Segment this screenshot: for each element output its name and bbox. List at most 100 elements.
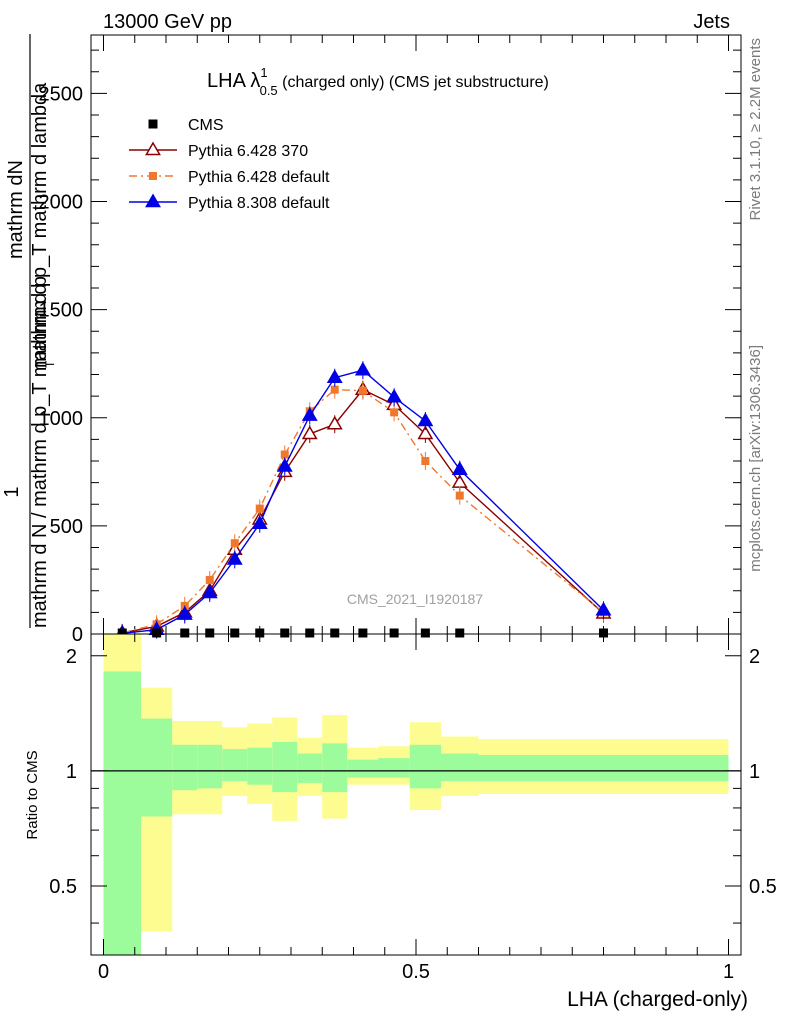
ylabel-numerator: 1 <box>1 486 23 497</box>
ratio-band-inner <box>409 744 441 789</box>
series-point-py6_370 <box>417 425 434 440</box>
ratio-x-tick-labels: 0 0.5 1 <box>98 961 734 983</box>
series-point-py8_default <box>276 457 293 472</box>
ylabel-top-a: mathrm dN <box>5 160 27 259</box>
ratio-band-inner <box>222 749 248 782</box>
series-point-py8_default <box>417 412 434 427</box>
legend: CMS Pythia 6.428 370 Pythia 6.428 default P… <box>129 117 330 212</box>
series-point-py8_default <box>176 606 193 620</box>
series-point-py8_default <box>326 369 343 384</box>
series-point-py8_default <box>451 461 468 475</box>
main-series <box>114 361 612 643</box>
ratio-y-tick-label-right: 1 <box>749 761 760 783</box>
series-point-py6_default <box>421 457 430 466</box>
legend-label-py6_default: Pythia 6.428 default <box>188 169 330 186</box>
cms-point <box>230 628 240 638</box>
cms-point <box>358 628 368 638</box>
ratio-band-inner <box>172 744 198 791</box>
cms-point <box>117 628 127 638</box>
analysis-watermark: CMS_2021_I1920187 <box>347 591 483 607</box>
ylabel-bottom-b: T <box>43 360 57 368</box>
main-y-tick-labels: 0 500 1000 1500 2000 2500 <box>39 83 84 646</box>
main-axis-ticks <box>91 35 741 635</box>
ratio-uncertainty-bands <box>103 634 729 955</box>
main-panel: 0 500 1000 1500 2000 2500 CMS_2021_I1920187 L… <box>1 34 742 646</box>
ratio-y-tick-label-right: 0.5 <box>749 876 777 898</box>
series-line-py6_370 <box>122 388 604 634</box>
ratio-y-tick-label: 2 <box>66 646 77 668</box>
main-y-tick-label: 500 <box>50 516 83 538</box>
legend-marker-py6_370 <box>145 141 161 156</box>
cms-point <box>305 628 315 638</box>
main-y-axis-label: 1 mathrm dN mathrm d p_T mathrm d lambda… <box>1 34 57 628</box>
main-panel-background <box>91 35 741 634</box>
cms-point <box>420 628 430 638</box>
mcplots-label: mcplots.cern.ch [arXiv:1306.3436] <box>747 345 764 572</box>
ylabel-bottom-a: mathrm d N / mathrm d p_T mathrm d p <box>29 276 51 628</box>
ratio-y-tick-label: 0.5 <box>49 876 77 898</box>
ratio-band-inner <box>378 758 410 778</box>
legend-marker-py6_default <box>149 172 157 180</box>
cms-point <box>255 628 265 638</box>
ratio-band-inner <box>247 747 273 785</box>
ratio-y-tick-labels: 0.5 0.5 1 1 2 2 <box>49 646 777 898</box>
ratio-band-inner <box>441 753 479 782</box>
legend-marker-cms <box>148 119 158 129</box>
legend-marker-py8_default <box>145 193 161 208</box>
x-tick-label: 0 <box>98 961 109 983</box>
x-tick-label: 1 <box>723 961 734 983</box>
cms-point <box>330 628 340 638</box>
ratio-band-inner <box>322 743 348 793</box>
cms-point <box>180 628 190 638</box>
series-point-py6_default <box>205 575 214 584</box>
series-point-py8_default <box>386 388 403 403</box>
main-y-tick-label: 0 <box>72 624 83 646</box>
series-point-py6_default <box>255 504 264 513</box>
series-point-py6_370 <box>301 425 318 440</box>
main-y-tick-label: 1000 <box>39 408 84 430</box>
series-point-py8_default <box>301 407 318 421</box>
series-point-py6_default <box>280 450 289 459</box>
series-point-py8_default <box>226 550 243 565</box>
main-chart-title: LHA λ1 0.5 (charged only) (CMS jet substr… <box>207 65 549 98</box>
cms-data-points <box>117 628 608 638</box>
title-subscript: 0.5 <box>260 83 278 98</box>
cms-point <box>152 628 162 638</box>
ratio-panel: 0.5 0.51 12 2 0 0.5 1 Ratio to CMS LHA (charg… <box>24 633 777 1011</box>
energy-label: 13000 GeV pp <box>103 11 232 33</box>
series-point-py6_370 <box>326 415 343 430</box>
series-point-py8_default <box>595 601 612 616</box>
cms-point <box>280 628 290 638</box>
series-point-py8_default <box>354 361 371 376</box>
cms-point <box>389 628 399 638</box>
cms-point <box>205 628 215 638</box>
series-point-py6_default <box>390 408 399 417</box>
series-point-py6_default <box>455 491 464 500</box>
main-y-tick-label: 2500 <box>39 83 84 105</box>
series-line-py8_default <box>122 369 604 635</box>
main-y-tick-label: 2000 <box>39 192 84 214</box>
ratio-y-tick-label: 1 <box>66 761 77 783</box>
ratio-band-inner <box>297 753 323 783</box>
ratio-band-inner <box>141 718 173 817</box>
title-main: LHA λ <box>207 70 260 92</box>
cms-point <box>455 628 465 638</box>
ylabel-top-b: mathrm d p_T mathrm d lambda <box>29 82 51 368</box>
series-point-py6_default <box>358 386 367 395</box>
ratio-band-inner <box>478 755 729 782</box>
ratio-band-inner <box>197 744 223 789</box>
rivet-label: Rivet 3.1.10, ≥ 2.2M events <box>747 38 764 221</box>
series-point-py8_default <box>201 584 218 599</box>
series-point-py6_default <box>230 539 239 548</box>
process-label: Jets <box>693 11 730 33</box>
series-point-py8_default <box>251 515 268 530</box>
ratio-y-tick-label-right: 2 <box>749 646 760 668</box>
title-superscript: 1 <box>260 65 267 80</box>
legend-label-cms: CMS <box>188 117 224 134</box>
ratio-band-inner <box>272 741 298 793</box>
cms-point <box>599 628 608 638</box>
ratio-y-axis-label: Ratio to CMS <box>24 750 41 839</box>
main-y-tick-label: 1500 <box>39 300 84 322</box>
